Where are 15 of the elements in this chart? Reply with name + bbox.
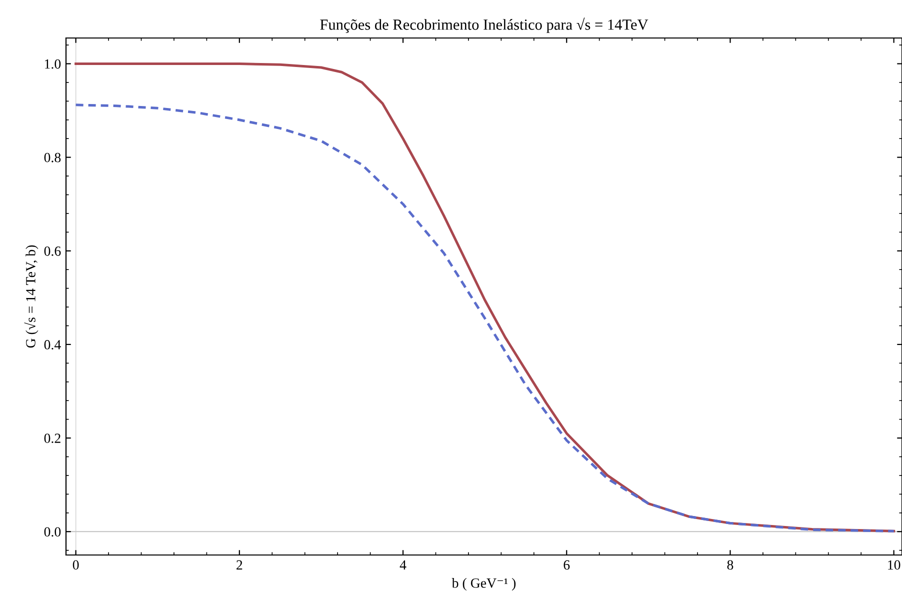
x-tick-label: 8 <box>727 560 734 570</box>
y-tick-label: 0.0 <box>44 527 61 537</box>
y-tick-label: 0.8 <box>44 152 61 162</box>
x-tick-label: 10 <box>888 560 900 570</box>
x-tick-label: 0 <box>72 560 79 570</box>
y-axis-title: G (√s = 14 TeV, b) <box>24 245 38 348</box>
x-tick-label: 2 <box>236 560 242 570</box>
y-tick-label: 1.0 <box>45 59 61 69</box>
x-tick-label: 6 <box>564 560 570 570</box>
x-axis-title: b ( GeV⁻¹ ) <box>452 578 516 591</box>
chart-title: Funções de Recobrimento Inelástico para √s = 14TeV <box>320 18 648 33</box>
y-tick-label: 0.6 <box>44 246 61 256</box>
x-tick-label: 4 <box>400 560 406 570</box>
y-tick-label: 0.2 <box>44 434 60 444</box>
y-tick-label: 0.4 <box>44 340 61 350</box>
